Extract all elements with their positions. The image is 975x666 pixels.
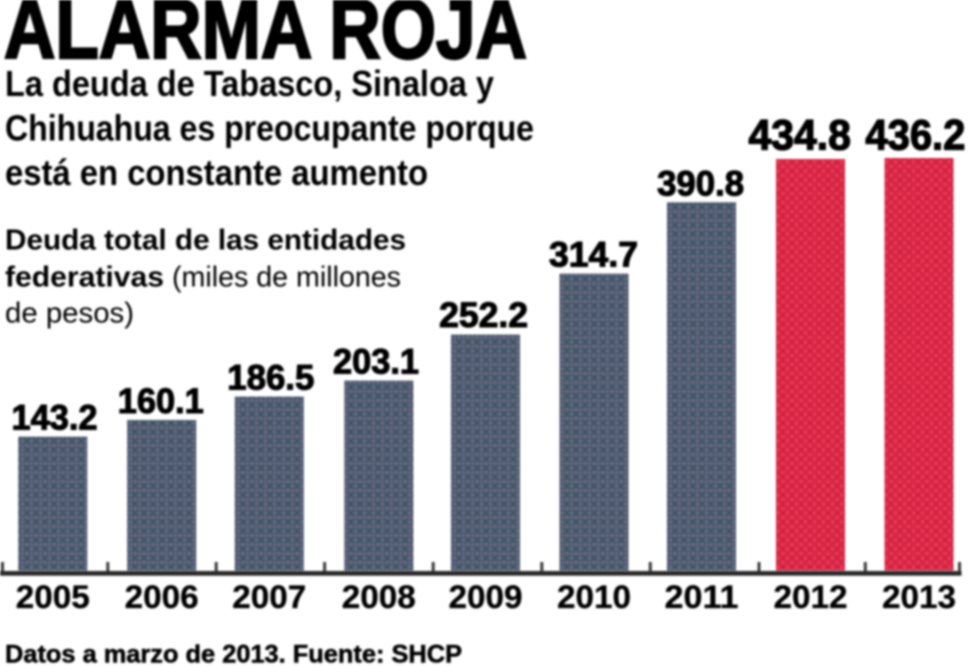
svg-text:2010: 2010 [557,579,631,615]
svg-text:está en constante aumento: está en constante aumento [5,152,428,193]
svg-text:434.8: 434.8 [748,112,851,159]
svg-text:ALARMA ROJA: ALARMA ROJA [4,0,527,76]
svg-text:203.1: 203.1 [333,342,419,382]
svg-text:2005: 2005 [16,579,90,615]
svg-text:436.2: 436.2 [865,112,965,159]
svg-text:2012: 2012 [774,579,848,615]
svg-text:2011: 2011 [665,579,739,615]
svg-text:2007: 2007 [232,579,306,615]
svg-text:186.5: 186.5 [227,358,314,398]
svg-text:143.2: 143.2 [12,398,98,438]
svg-text:de pesos): de pesos) [5,298,134,330]
svg-text:390.8: 390.8 [657,163,744,203]
svg-text:2009: 2009 [449,579,523,615]
svg-text:2013: 2013 [882,579,956,615]
svg-text:Deuda total de las entidades: Deuda total de las entidades [5,225,406,257]
svg-text:Chihuahua es preocupante porqu: Chihuahua es preocupante porque [5,108,534,149]
svg-text:314.7: 314.7 [549,235,638,275]
svg-text:(miles de millones: (miles de millones [172,262,401,294]
svg-text:federativas: federativas [5,262,164,294]
svg-text:2008: 2008 [342,579,416,615]
svg-text:160.1: 160.1 [118,381,204,421]
svg-text:La deuda de Tabasco, Sinaloa y: La deuda de Tabasco, Sinaloa y [5,63,494,104]
svg-text:Datos a marzo de 2013. Fuente:: Datos a marzo de 2013. Fuente: SHCP [5,641,462,666]
svg-text:252.2: 252.2 [439,295,528,335]
svg-text:2006: 2006 [125,579,199,615]
